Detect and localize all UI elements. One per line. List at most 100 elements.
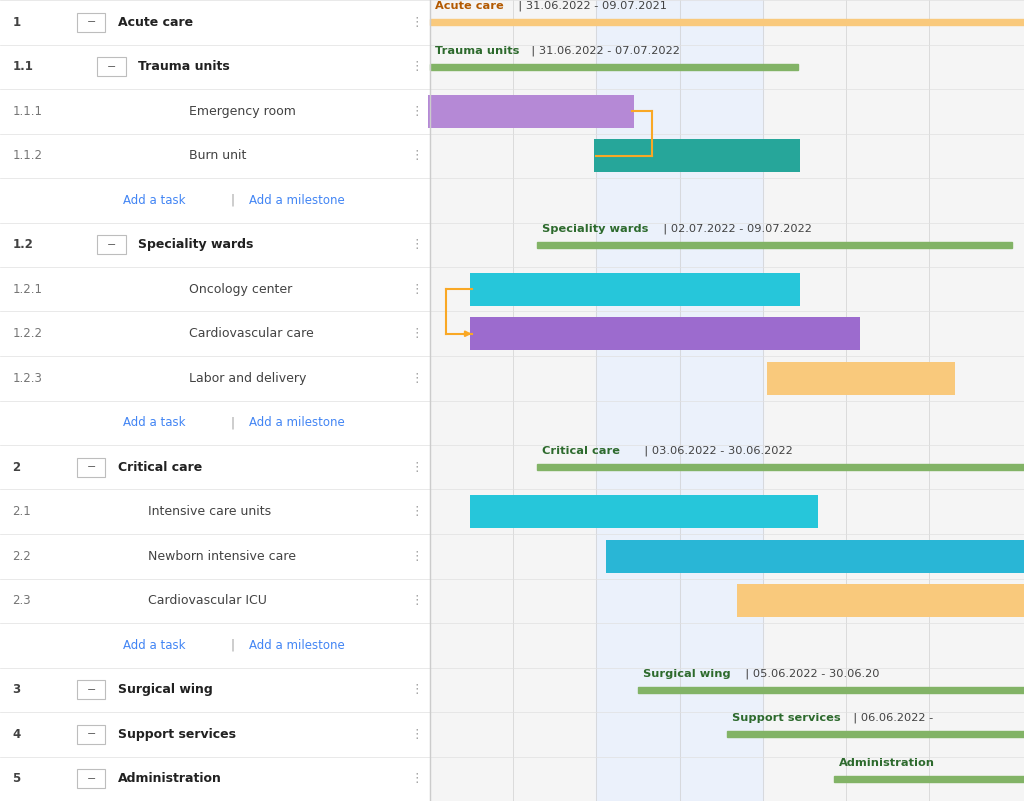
Text: ⋮: ⋮	[411, 372, 423, 384]
Text: 2: 2	[12, 461, 20, 473]
Text: ⋮: ⋮	[411, 461, 423, 473]
Text: −: −	[106, 62, 117, 72]
Text: | 02.07.2022 - 09.07.2022: | 02.07.2022 - 09.07.2022	[656, 223, 812, 234]
Text: ⋮: ⋮	[411, 683, 423, 696]
FancyBboxPatch shape	[428, 95, 634, 128]
Text: Cardiovascular ICU: Cardiovascular ICU	[820, 596, 942, 606]
Text: ⋮: ⋮	[411, 238, 423, 252]
Text: Acute care: Acute care	[118, 16, 193, 29]
Text: | 03.06.2022 - 30.06.2022: | 03.06.2022 - 30.06.2022	[637, 446, 793, 457]
Text: ⋮: ⋮	[411, 105, 423, 118]
Text: ⋮: ⋮	[411, 60, 423, 73]
Bar	[430, 64, 799, 70]
Text: Labor and delivery: Labor and delivery	[189, 372, 307, 384]
FancyBboxPatch shape	[594, 139, 801, 172]
Text: ⋮: ⋮	[411, 728, 423, 741]
Text: Administration: Administration	[118, 772, 221, 785]
Text: Administration: Administration	[839, 758, 935, 767]
Text: Add a milestone: Add a milestone	[249, 194, 345, 207]
Text: 2.2: 2.2	[12, 549, 31, 563]
Bar	[430, 19, 1024, 25]
FancyBboxPatch shape	[470, 317, 860, 351]
Text: −: −	[106, 239, 117, 250]
FancyBboxPatch shape	[470, 272, 801, 306]
Text: Speciality wards: Speciality wards	[138, 238, 254, 252]
Text: 1.2.3: 1.2.3	[12, 372, 42, 384]
Text: Add a milestone: Add a milestone	[249, 417, 345, 429]
Text: Surgical wing: Surgical wing	[118, 683, 213, 696]
Text: Surgical wing: Surgical wing	[643, 669, 731, 678]
Text: | 06.06.2022 -: | 06.06.2022 -	[846, 713, 933, 723]
Bar	[727, 731, 1024, 737]
Bar	[537, 242, 1012, 248]
Text: ⋮: ⋮	[411, 283, 423, 296]
FancyBboxPatch shape	[77, 770, 105, 788]
Text: Acute care: Acute care	[435, 2, 504, 11]
Text: Cardiovascular caret: Cardiovascular caret	[598, 328, 731, 339]
Text: Oncology center: Oncology center	[189, 283, 293, 296]
Text: ⋮: ⋮	[411, 149, 423, 163]
Text: −: −	[86, 685, 96, 694]
Text: −: −	[86, 462, 96, 473]
Text: Critical care: Critical care	[118, 461, 202, 473]
FancyBboxPatch shape	[606, 540, 1024, 573]
Text: Oncology center: Oncology center	[583, 284, 688, 294]
Text: | 31.06.2022 - 09.07.2021: | 31.06.2022 - 09.07.2021	[511, 1, 667, 11]
Text: |: |	[230, 638, 234, 652]
Text: 1.1: 1.1	[12, 60, 33, 73]
Bar	[638, 686, 1024, 693]
Text: 3: 3	[12, 683, 20, 696]
Text: 5: 5	[12, 772, 20, 785]
Bar	[537, 465, 1024, 470]
Text: 2.1: 2.1	[12, 505, 31, 518]
Text: −: −	[86, 18, 96, 27]
Bar	[596, 0, 680, 801]
Text: Emergency room: Emergency room	[189, 105, 296, 118]
Text: Add a task: Add a task	[123, 638, 185, 652]
FancyBboxPatch shape	[767, 361, 954, 395]
Text: Trauma units: Trauma units	[138, 60, 230, 73]
Text: 1.1.2: 1.1.2	[12, 149, 42, 163]
Text: ⋮: ⋮	[411, 549, 423, 563]
Text: Support services: Support services	[118, 728, 236, 741]
Bar	[834, 776, 1024, 782]
FancyBboxPatch shape	[470, 495, 818, 529]
Text: | 05.06.2022 - 30.06.20: | 05.06.2022 - 30.06.20	[738, 669, 880, 679]
Text: Burn unit: Burn unit	[667, 151, 728, 161]
Text: ⋮: ⋮	[411, 594, 423, 607]
Text: Emergency room: Emergency room	[477, 107, 586, 116]
Text: Newborn intensive care: Newborn intensive care	[739, 551, 893, 562]
FancyBboxPatch shape	[77, 680, 105, 699]
Bar	[430, 0, 1024, 801]
Text: 1.2: 1.2	[12, 238, 33, 252]
Text: Add a task: Add a task	[123, 417, 185, 429]
Text: Critical care: Critical care	[542, 446, 621, 457]
Text: Add a milestone: Add a milestone	[249, 638, 345, 652]
Text: 1.1.1: 1.1.1	[12, 105, 42, 118]
Text: |: |	[230, 194, 234, 207]
Text: ⋮: ⋮	[411, 505, 423, 518]
Text: −: −	[86, 729, 96, 739]
Text: Intensive care units: Intensive care units	[148, 505, 271, 518]
Text: ⋮: ⋮	[411, 16, 423, 29]
Bar	[0, 0, 430, 801]
Text: ⋮: ⋮	[411, 328, 423, 340]
Text: Support services: Support services	[732, 713, 841, 723]
Text: 1.2.1: 1.2.1	[12, 283, 42, 296]
FancyBboxPatch shape	[97, 235, 126, 254]
FancyBboxPatch shape	[737, 584, 1024, 618]
Text: | 31.06.2022 - 07.07.2022: | 31.06.2022 - 07.07.2022	[523, 46, 680, 56]
Text: 1: 1	[12, 16, 20, 29]
Text: −: −	[86, 774, 96, 783]
Text: Cardiovascular ICU: Cardiovascular ICU	[148, 594, 267, 607]
Bar	[680, 0, 763, 801]
Text: Trauma units: Trauma units	[435, 46, 519, 56]
FancyBboxPatch shape	[97, 58, 126, 76]
Text: Labor and del...: Labor and del...	[810, 373, 911, 383]
FancyBboxPatch shape	[77, 458, 105, 477]
Text: Intensive care units: Intensive care units	[580, 507, 708, 517]
Text: Speciality wards: Speciality wards	[542, 223, 648, 234]
Text: |: |	[230, 417, 234, 429]
FancyBboxPatch shape	[77, 725, 105, 743]
Text: 4: 4	[12, 728, 20, 741]
